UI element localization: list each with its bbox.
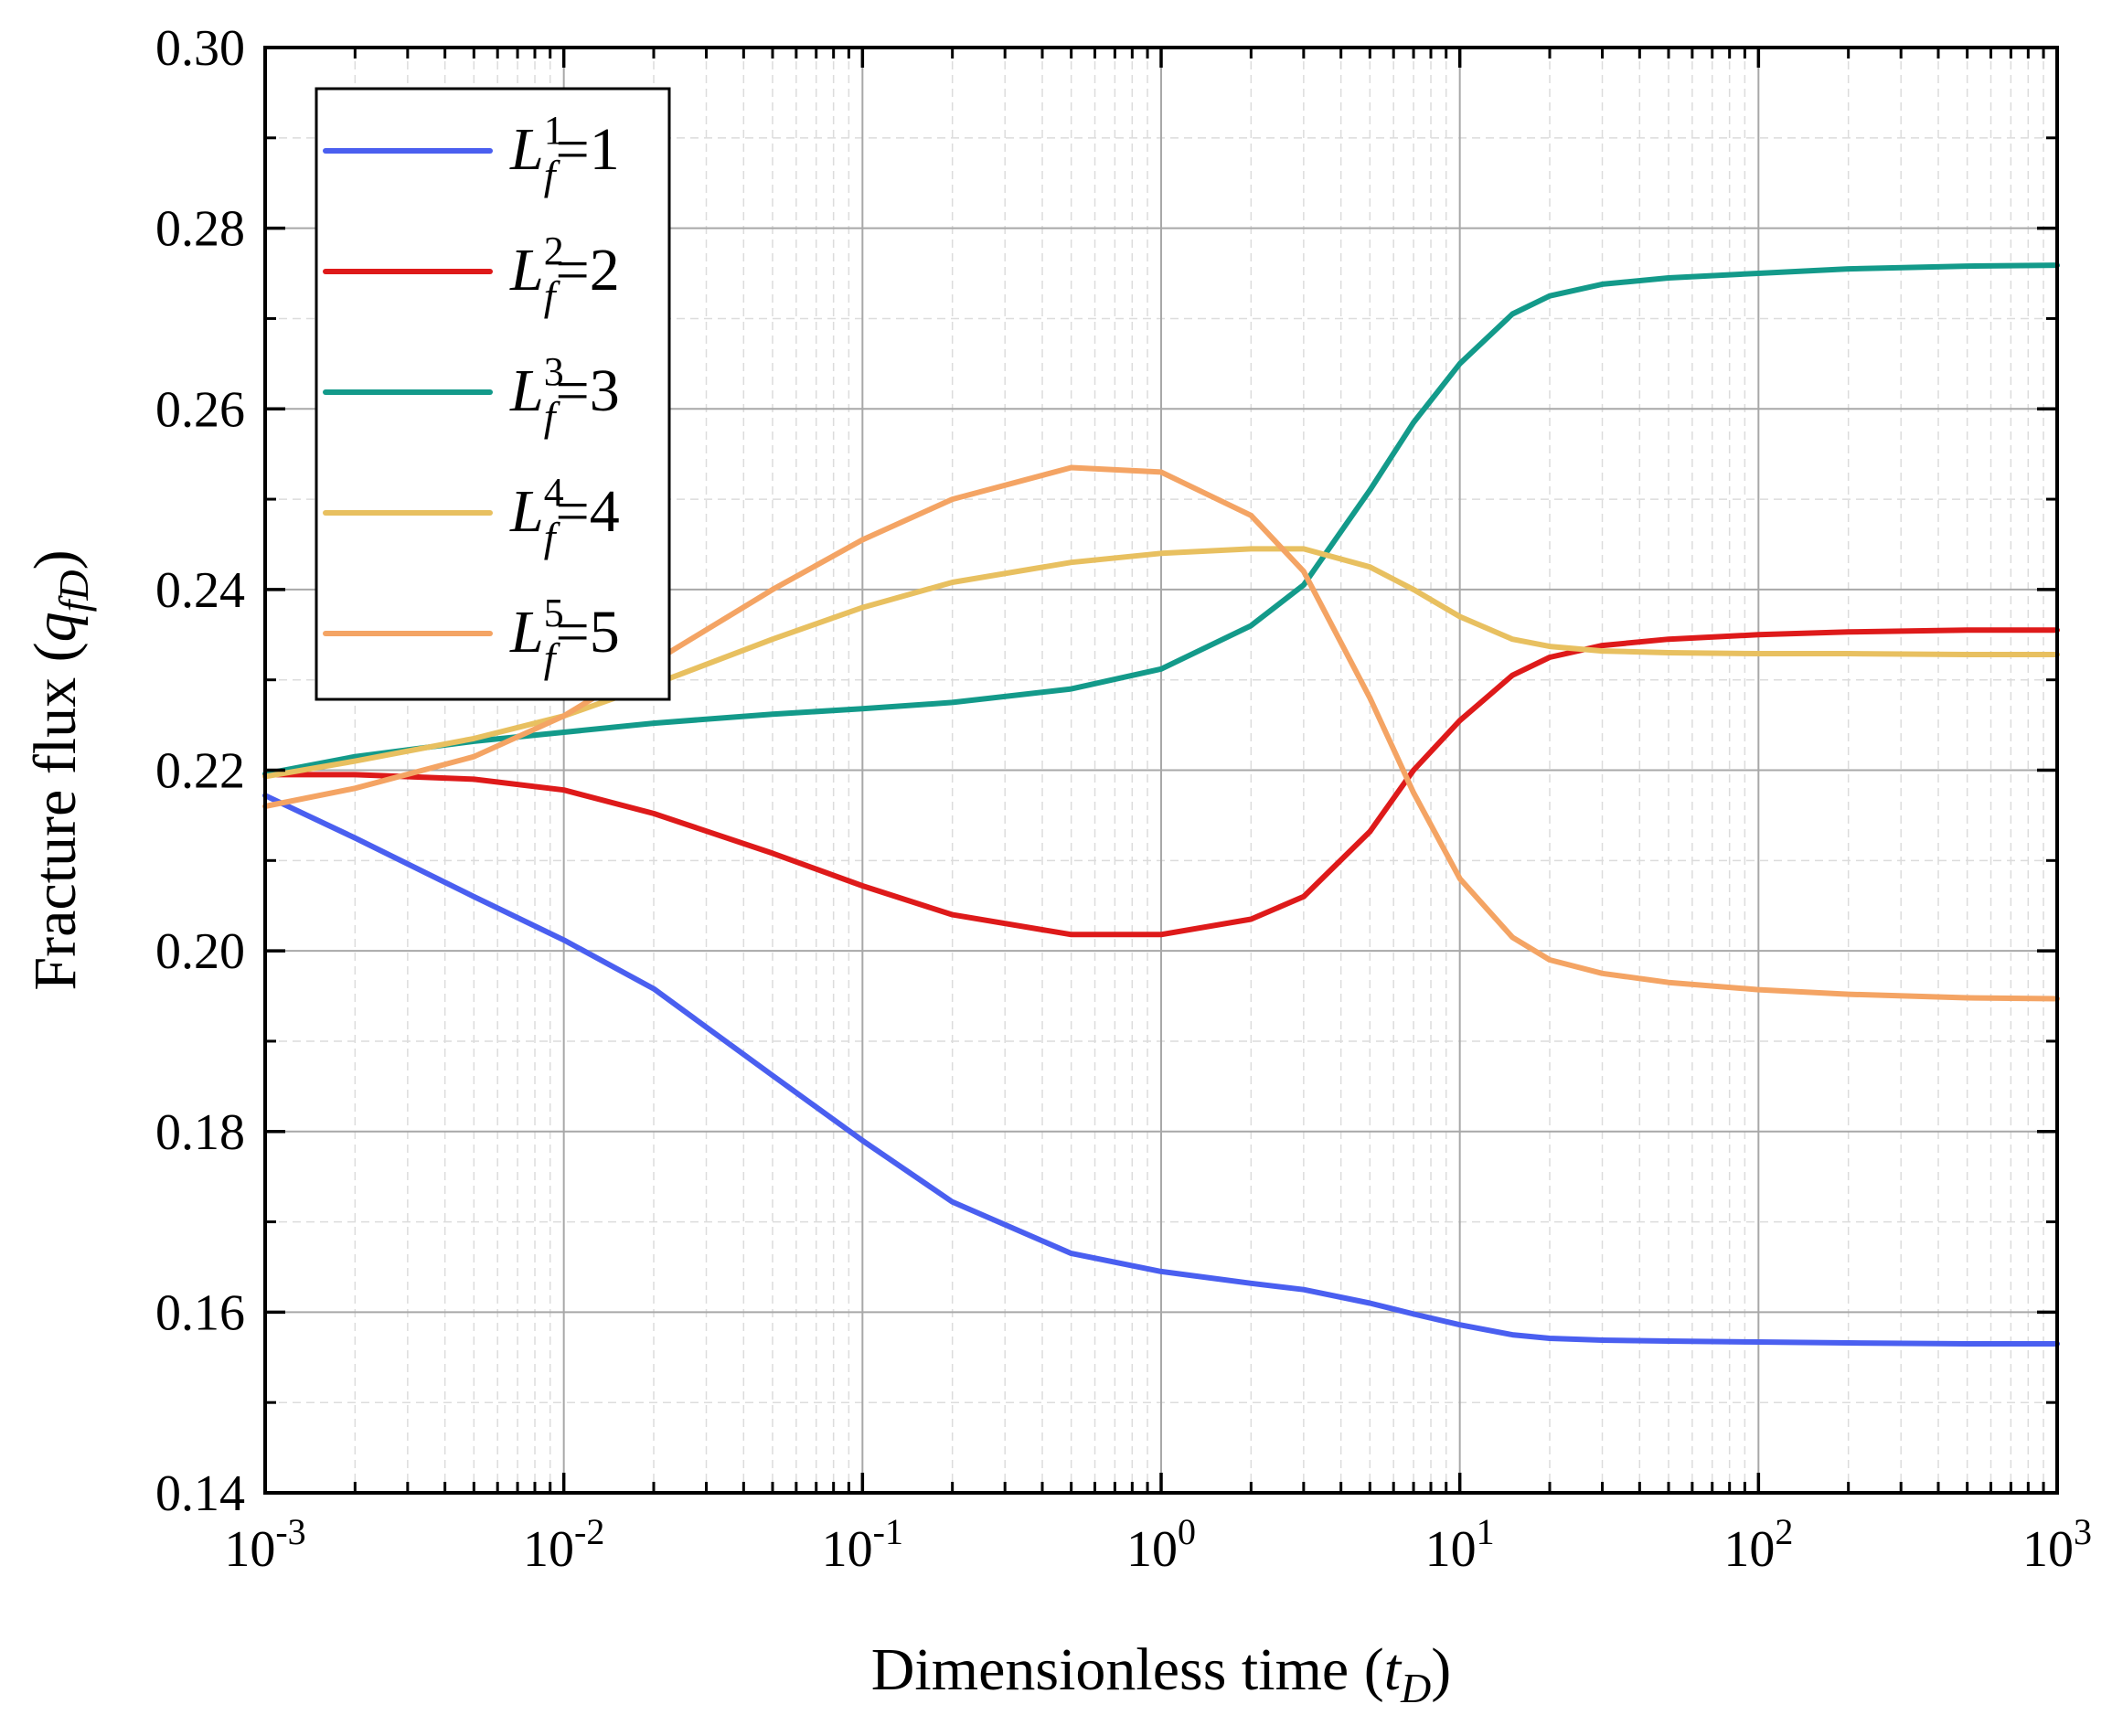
series-line-lf3 <box>262 262 2060 777</box>
y-axis-title: Fracture flux (qfD) <box>22 549 97 990</box>
axes: 10-3 10-2 10-1 100 101 102 103 0.14 0.16 0.18 0.20… <box>22 20 2092 1711</box>
legend-label-lf5: L5 f=5 <box>509 591 620 681</box>
x-tick-label: 102 <box>1723 1511 1793 1578</box>
x-axis-title: Dimensionless time (tD) <box>871 1636 1452 1711</box>
legend-label-lf2: L2 f=2 <box>509 229 620 319</box>
x-tick-label: 101 <box>1425 1511 1495 1578</box>
x-tick-label: 10-3 <box>224 1511 305 1578</box>
legend-label-lf4: L4 f=4 <box>509 470 620 560</box>
y-tick-label: 0.30 <box>155 20 245 77</box>
series-line-lf1 <box>262 793 2060 1347</box>
legend: L1 f=1 L2 f=2 L3 f=3 L4 f=4 L5 f=5 <box>315 87 671 701</box>
y-tick-label: 0.14 <box>155 1465 245 1522</box>
x-tick-label: 10-1 <box>822 1511 903 1578</box>
y-tick-label: 0.22 <box>155 743 245 800</box>
y-tick-label: 0.18 <box>155 1104 245 1161</box>
x-tick-label: 10-2 <box>523 1511 604 1578</box>
y-tick-label: 0.16 <box>155 1284 245 1341</box>
x-tick-label: 100 <box>1126 1511 1196 1578</box>
series-line-lf2 <box>262 627 2060 938</box>
x-tick-label: 103 <box>2022 1511 2092 1578</box>
y-tick-label: 0.24 <box>155 562 245 619</box>
legend-label-lf1: L1 f=1 <box>509 108 620 198</box>
y-tick-label: 0.20 <box>155 923 245 980</box>
legend-label-lf3: L3 f=3 <box>509 349 620 440</box>
y-tick-label: 0.26 <box>155 381 245 438</box>
y-tick-label: 0.28 <box>155 201 245 258</box>
